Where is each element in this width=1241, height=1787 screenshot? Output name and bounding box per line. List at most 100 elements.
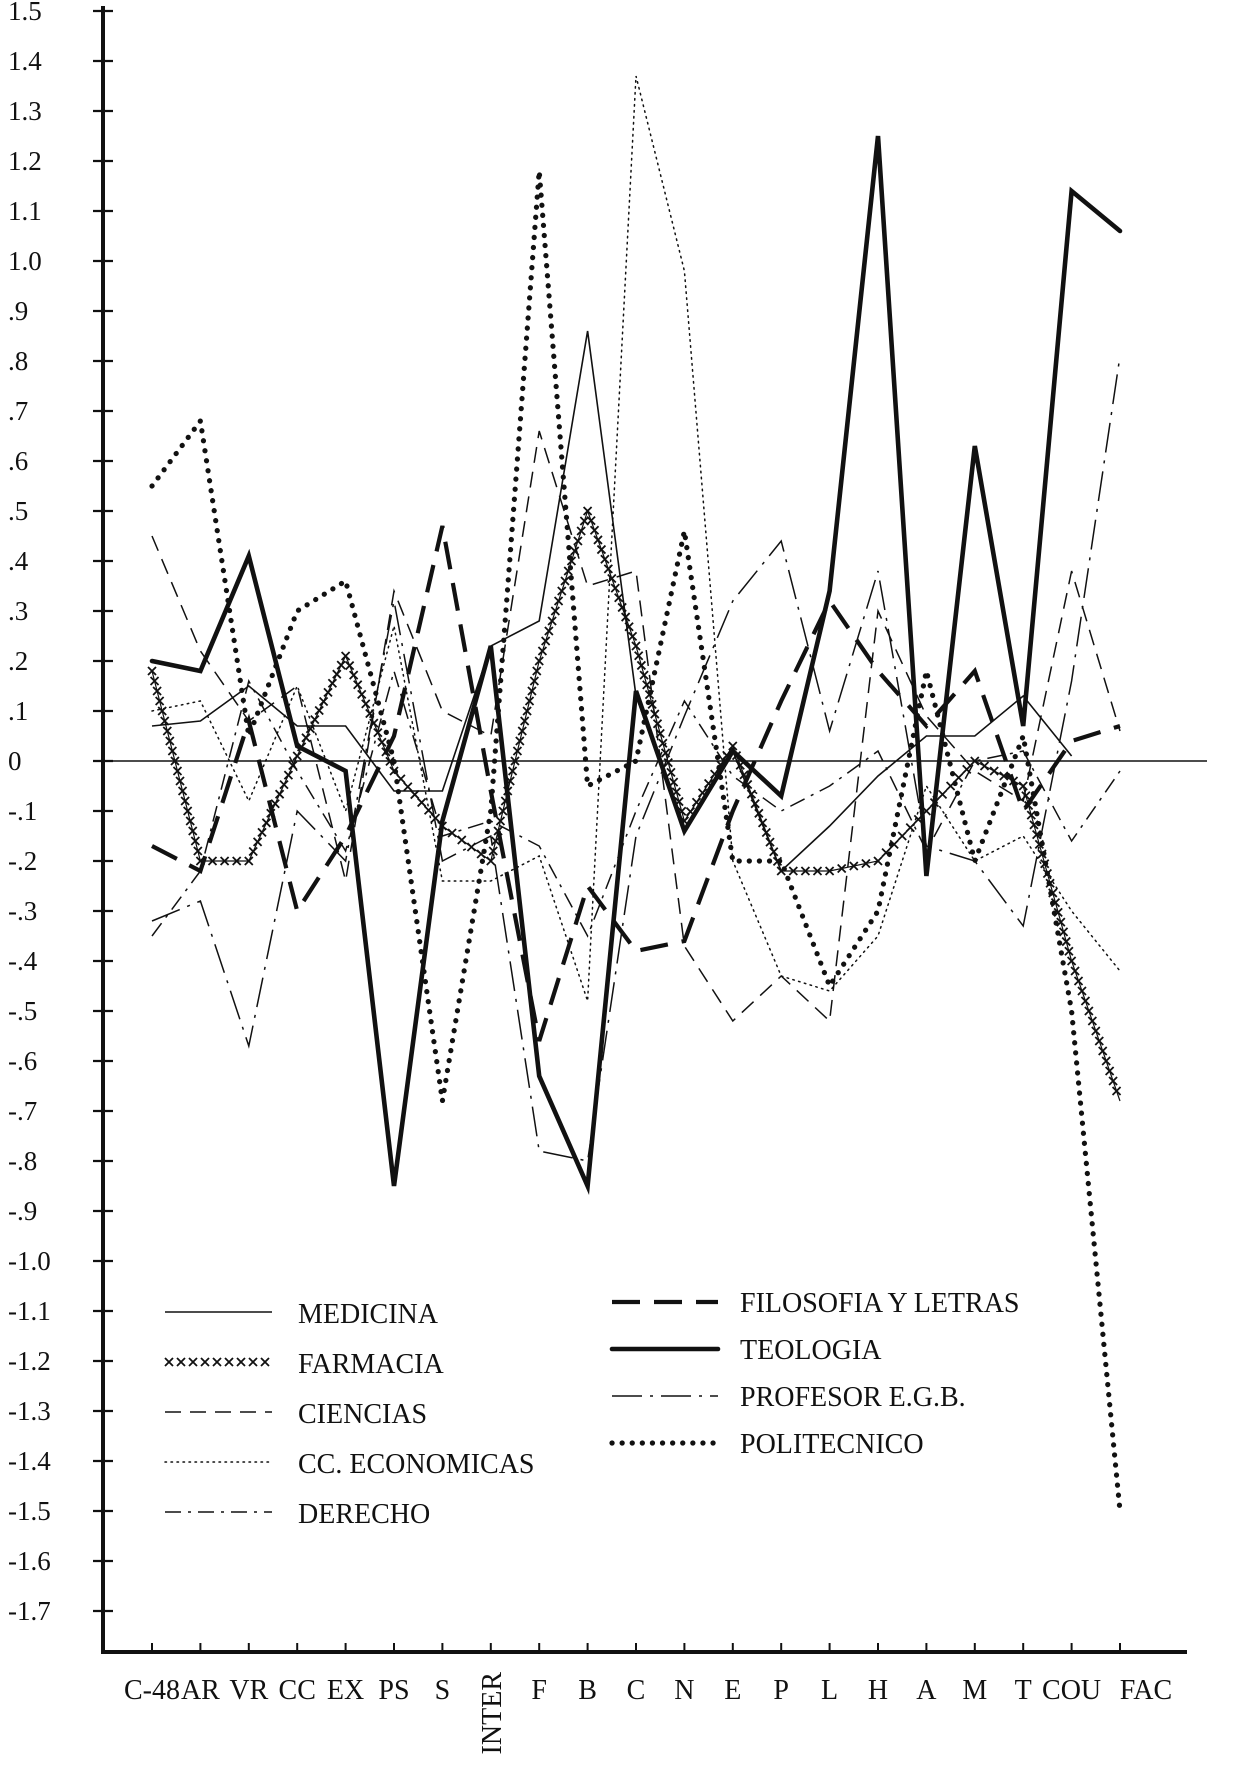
y-tick-label: .1: [8, 696, 28, 726]
cross-mark: [761, 827, 771, 838]
legend-label: TEOLOGIA: [740, 1335, 882, 1366]
cross-mark: [937, 789, 948, 799]
x-tick-label: PS: [378, 1675, 409, 1706]
series-line: [151, 509, 1121, 1102]
legend-label: PROFESOR E.G.B.: [740, 1382, 966, 1413]
series-7: [151, 355, 1121, 1162]
cross-mark: [642, 680, 652, 690]
cross-mark: [176, 1357, 186, 1367]
cross-mark: [248, 846, 258, 857]
cross-mark: [244, 856, 254, 866]
cross-mark: [160, 716, 170, 726]
cross-mark: [274, 789, 285, 799]
cross-mark: [849, 861, 859, 871]
cross-mark: [1101, 1056, 1111, 1066]
x-tick-label: FAC: [1120, 1675, 1172, 1706]
y-tick-label: 1.0: [8, 246, 42, 276]
y-tick-label: -.6: [8, 1046, 37, 1076]
cross-mark: [897, 831, 907, 841]
cross-mark: [593, 535, 603, 545]
series-line: [151, 355, 1121, 1162]
x-axis-ticks: C-48 AR VR CC EX PS S INTER F B C N E P L H A M T COU FAC: [124, 1643, 1172, 1754]
axes: [101, 6, 1187, 1654]
series-line: [151, 430, 1121, 1023]
legend-sample: [164, 1357, 270, 1367]
cross-mark: [634, 651, 644, 661]
cross-mark: [624, 622, 634, 632]
cross-mark: [788, 866, 798, 876]
series-8: [149, 170, 1123, 1514]
x-tick-label: B: [578, 1675, 597, 1706]
cross-mark: [193, 846, 203, 856]
cross-mark: [495, 816, 506, 826]
cross-mark: [1058, 927, 1069, 937]
cross-mark: [620, 612, 631, 622]
cross-mark: [327, 678, 338, 688]
cross-mark: [507, 766, 518, 776]
cross-mark: [149, 676, 160, 686]
cross-mark: [486, 856, 496, 866]
cross-mark: [754, 808, 764, 818]
cross-mark: [639, 670, 649, 680]
cross-mark: [1087, 1016, 1097, 1026]
cross-mark: [524, 696, 535, 706]
y-tick-label: 1.5: [8, 0, 42, 26]
series-line: [151, 525, 1121, 1042]
cross-mark: [658, 738, 668, 748]
cross-mark: [522, 706, 532, 716]
cross-mark: [457, 835, 467, 845]
cross-mark: [979, 761, 990, 771]
cross-mark: [769, 847, 779, 857]
cross-mark: [560, 576, 570, 586]
cross-mark: [757, 818, 768, 828]
cross-mark: [529, 676, 539, 686]
x-tick-label: EX: [327, 1675, 364, 1706]
cross-mark: [1077, 986, 1087, 996]
cross-mark: [669, 777, 679, 787]
cross-mark: [261, 818, 272, 828]
legend-label: POLITECNICO: [740, 1429, 924, 1460]
cross-mark: [361, 699, 371, 709]
cross-mark: [1064, 946, 1074, 956]
cross-mark: [185, 816, 195, 826]
series-2: [151, 430, 1121, 1023]
y-tick-label: -1.3: [8, 1396, 51, 1426]
cross-mark: [631, 641, 641, 651]
cross-mark: [610, 583, 620, 593]
x-tick-label: L: [821, 1675, 838, 1706]
cross-mark: [510, 756, 520, 766]
y-tick-label: .5: [8, 496, 28, 526]
y-tick-label: .9: [8, 296, 28, 326]
cross-mark: [586, 516, 596, 526]
y-axis-ticks: 1.5 1.4 1.3 1.2 1.1 1.0 .9 .8 .7 .6 .5 .4 .3 .2 .1 0 -.1…: [8, 0, 113, 1626]
cross-mark: [576, 526, 586, 536]
y-tick-label: .4: [8, 546, 29, 576]
y-tick-label: -.9: [8, 1196, 37, 1226]
x-tick-label: M: [962, 1675, 987, 1706]
y-tick-label: .6: [8, 446, 28, 476]
cross-mark: [332, 669, 342, 679]
cross-mark: [252, 837, 263, 847]
cross-mark: [385, 756, 395, 767]
legend-label: CIENCIAS: [298, 1399, 427, 1430]
cross-mark: [512, 746, 523, 756]
cross-mark: [520, 716, 530, 726]
y-tick-label: -.7: [8, 1096, 37, 1126]
cross-mark: [349, 670, 359, 680]
cross-mark: [1061, 936, 1071, 947]
cross-mark: [165, 736, 175, 746]
legend-label: CC. ECONOMICAS: [298, 1449, 534, 1480]
series-6: [149, 135, 1123, 1195]
x-tick-label: S: [435, 1675, 451, 1706]
x-tick-label: AR: [181, 1675, 220, 1706]
cross-mark: [417, 797, 427, 808]
cross-mark: [765, 837, 775, 847]
cross-mark: [410, 789, 420, 800]
cross-mark: [666, 767, 676, 778]
cross-mark: [190, 836, 200, 846]
series-line: [151, 75, 1121, 1002]
cross-mark: [183, 806, 193, 816]
cross-mark: [164, 1357, 174, 1367]
cross-mark: [188, 1357, 198, 1367]
y-tick-label: 1.4: [8, 46, 42, 76]
